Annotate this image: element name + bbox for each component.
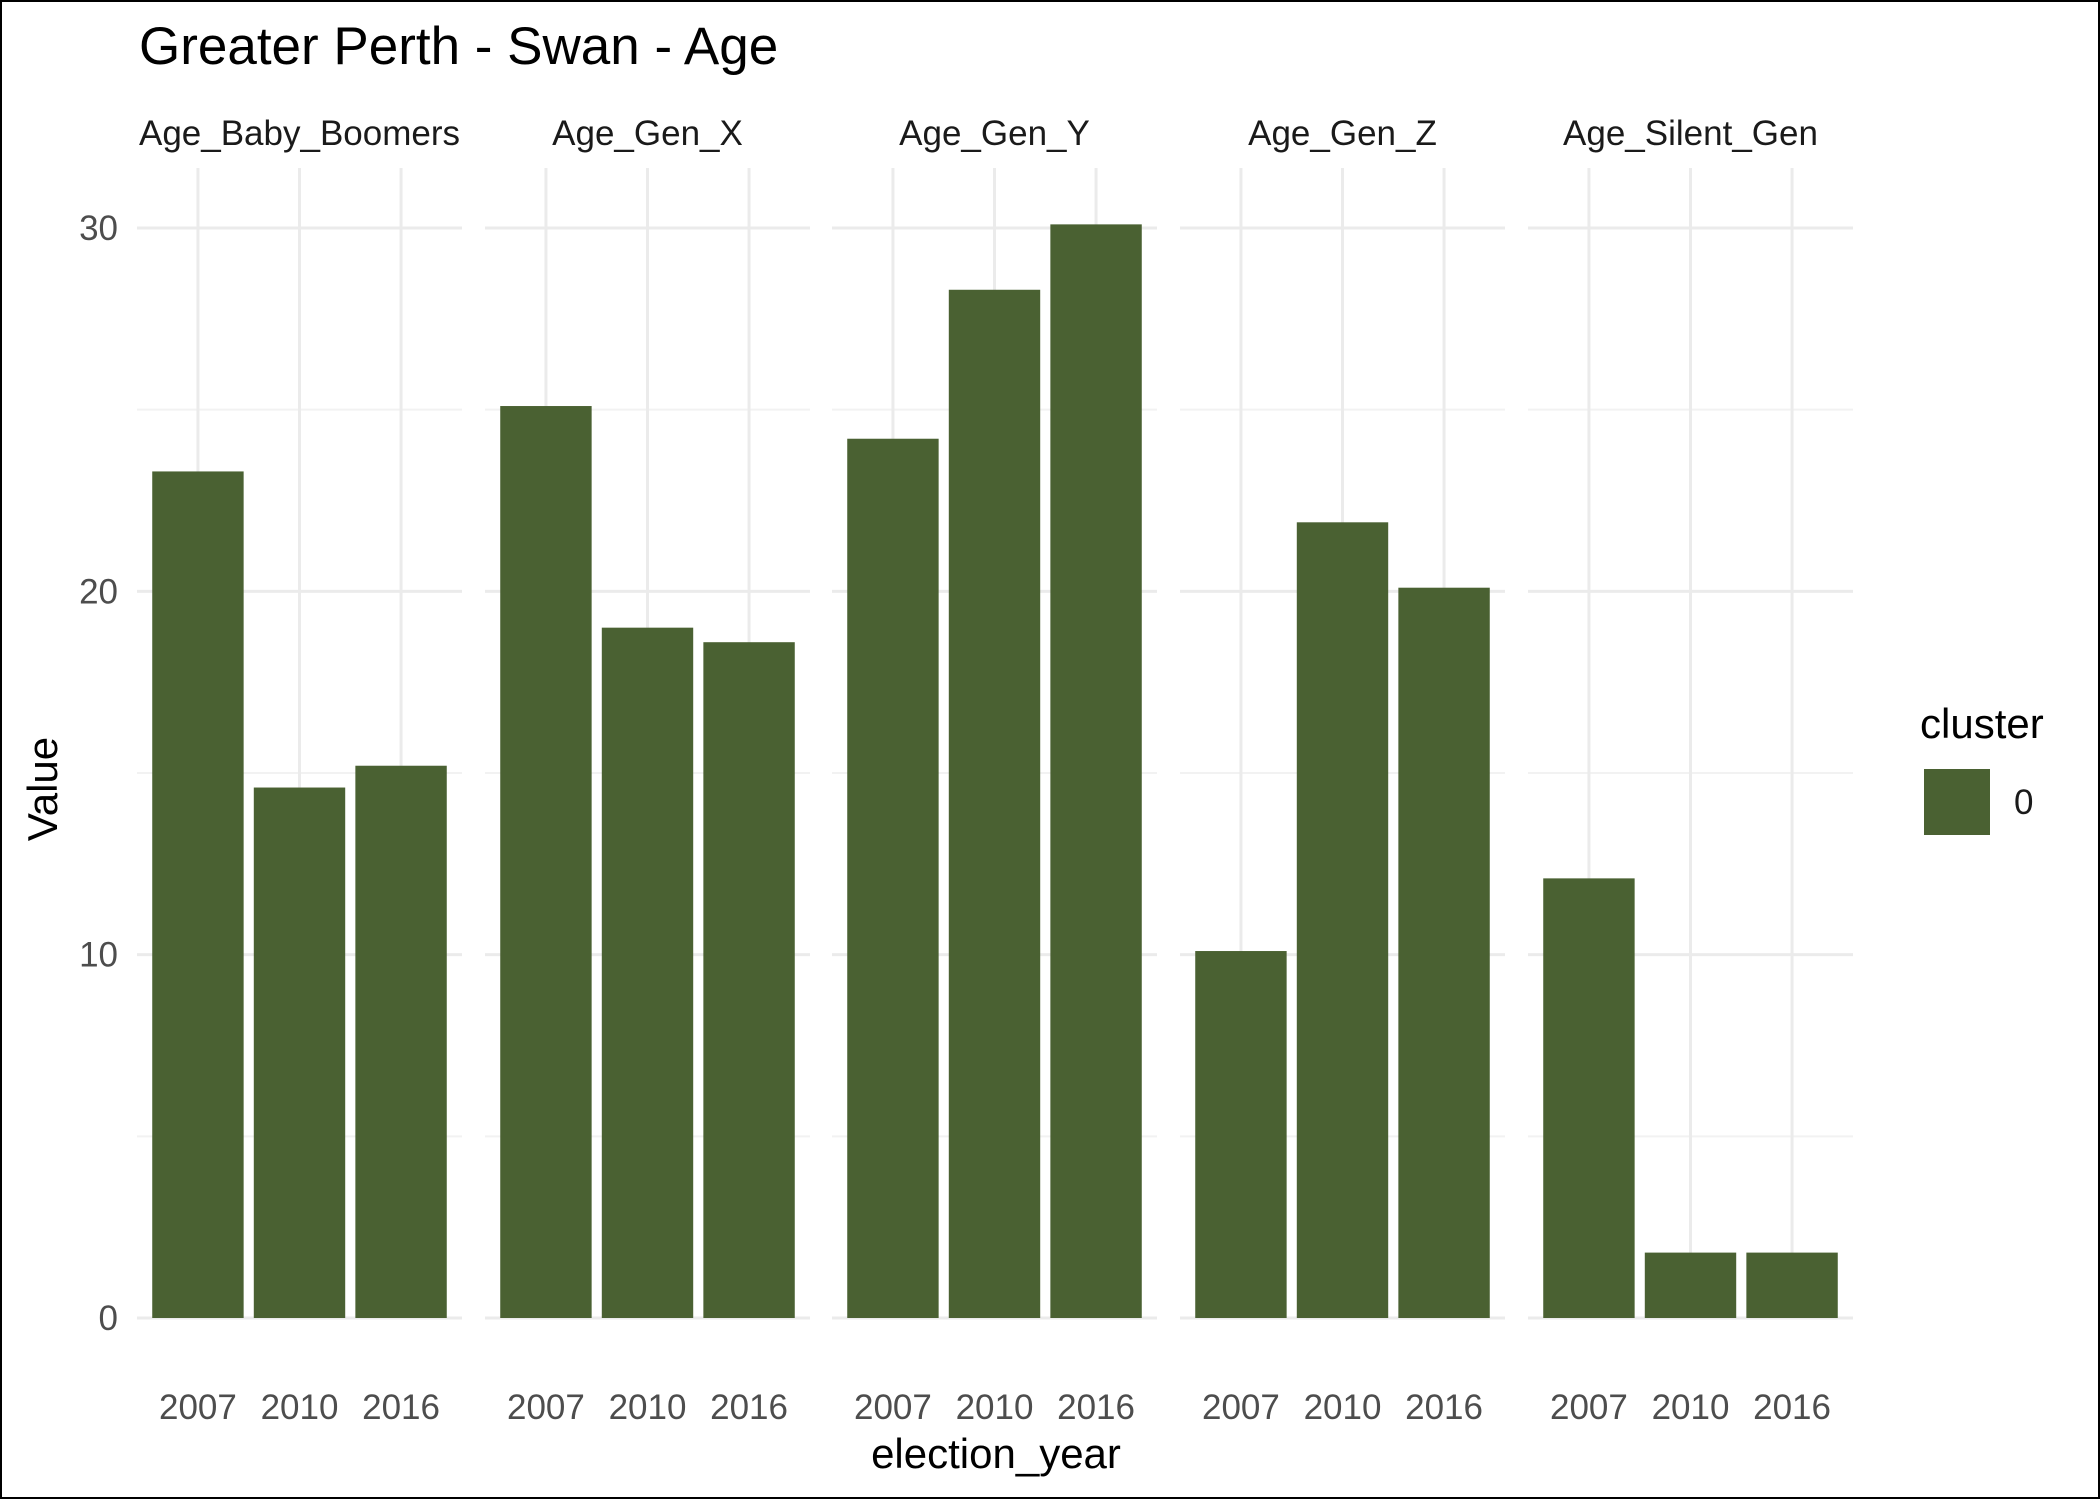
- bar-age-gen-x-2016: [703, 642, 795, 1318]
- y-axis: 0 10 20 30: [79, 209, 118, 1338]
- bar-age-silent-gen-2016: [1746, 1252, 1838, 1318]
- legend-swatch-0: [1924, 769, 1990, 835]
- bar-age-gen-y-2007: [847, 438, 939, 1318]
- bar-age-silent-gen-2010: [1644, 1252, 1737, 1318]
- x-axis-label: election_year: [871, 1430, 1121, 1477]
- bar-age-baby-boomers-2010: [253, 787, 346, 1318]
- x-tick-label: 2010: [609, 1388, 687, 1427]
- chart-title: Greater Perth - Swan - Age: [139, 17, 778, 76]
- x-tick-label: 2007: [159, 1388, 237, 1427]
- x-tick-label: 2016: [710, 1388, 788, 1427]
- bar-age-gen-z-2016: [1398, 587, 1490, 1318]
- bar-age-silent-gen-2007: [1543, 878, 1635, 1318]
- bar-age-gen-z-2007: [1195, 951, 1287, 1318]
- facet-label-age-gen-x: Age_Gen_X: [552, 114, 743, 153]
- x-tick-label: 2016: [362, 1388, 440, 1427]
- x-tick-label: 2016: [1405, 1388, 1483, 1427]
- facet-label-age-gen-z: Age_Gen_Z: [1248, 114, 1437, 153]
- bar-age-gen-z-2010: [1296, 522, 1389, 1318]
- bar-age-gen-x-2010: [601, 627, 694, 1318]
- facet-panel-age-silent-gen: Age_Silent_Gen 2007 2010 2016: [1528, 114, 1853, 1427]
- legend: cluster 0: [1920, 700, 2044, 835]
- x-tick-label: 2007: [1550, 1388, 1628, 1427]
- x-tick-label: 2010: [956, 1388, 1034, 1427]
- x-tick-label: 2007: [854, 1388, 932, 1427]
- x-tick-label: 2010: [261, 1388, 339, 1427]
- bar-age-baby-boomers-2016: [355, 765, 447, 1318]
- x-tick-label: 2016: [1753, 1388, 1831, 1427]
- bar-age-gen-y-2016: [1050, 224, 1142, 1318]
- facet-panel-age-baby-boomers: Age_Baby_Boomers 2007 2010 2016: [137, 114, 462, 1427]
- bar-age-gen-y-2010: [948, 289, 1041, 1319]
- facet-panel-age-gen-z: Age_Gen_Z 2007 2010 2016: [1180, 114, 1505, 1427]
- x-tick-label: 2010: [1304, 1388, 1382, 1427]
- y-tick-label: 20: [79, 572, 118, 611]
- facet-panel-age-gen-y: Age_Gen_Y 2007 2010 2016: [832, 114, 1157, 1427]
- facet-label-age-baby-boomers: Age_Baby_Boomers: [139, 114, 460, 153]
- x-tick-label: 2016: [1057, 1388, 1135, 1427]
- facet-label-age-silent-gen: Age_Silent_Gen: [1563, 114, 1818, 153]
- legend-label-0: 0: [2014, 783, 2033, 822]
- legend-title: cluster: [1920, 700, 2044, 747]
- bar-age-gen-x-2007: [500, 406, 592, 1318]
- facet-panel-age-gen-x: Age_Gen_X 2007 2010 2016: [485, 114, 810, 1427]
- y-tick-label: 10: [79, 936, 118, 975]
- x-tick-label: 2007: [1202, 1388, 1280, 1427]
- bar-age-baby-boomers-2007: [152, 471, 244, 1318]
- y-axis-label: Value: [19, 737, 66, 841]
- x-tick-label: 2010: [1652, 1388, 1730, 1427]
- facet-label-age-gen-y: Age_Gen_Y: [899, 114, 1090, 153]
- facet-panels: Age_Baby_Boomers 2007 2010 2016 Age_Gen_X 200…: [137, 114, 1853, 1427]
- y-tick-label: 30: [79, 209, 118, 248]
- y-tick-label: 0: [99, 1299, 118, 1338]
- x-tick-label: 2007: [507, 1388, 585, 1427]
